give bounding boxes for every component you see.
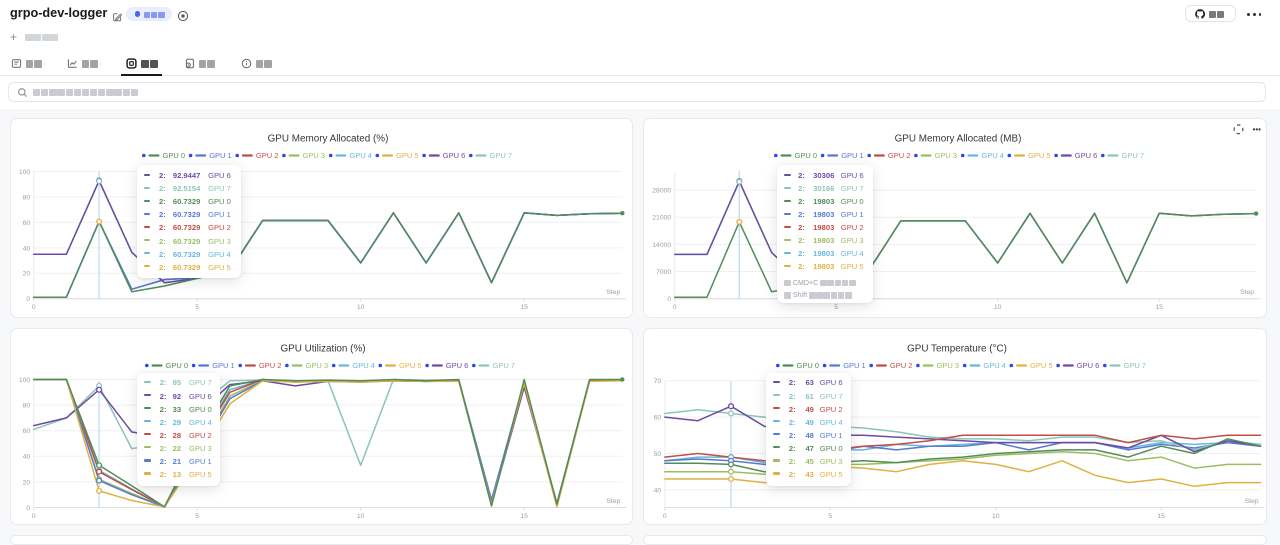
svg-text:GPU 0: GPU 0	[797, 361, 820, 370]
svg-text:21000: 21000	[652, 215, 671, 222]
svg-text:GPU 3: GPU 3	[306, 361, 329, 370]
svg-text:GPU 7: GPU 7	[493, 361, 516, 370]
svg-text:0: 0	[673, 304, 677, 311]
svg-text:15: 15	[1157, 513, 1165, 520]
svg-text:50: 50	[654, 451, 662, 458]
svg-text:GPU 3: GPU 3	[303, 151, 326, 160]
svg-text:GPU 7: GPU 7	[1124, 361, 1147, 370]
svg-text:80: 80	[23, 194, 31, 201]
svg-text:5: 5	[195, 304, 199, 311]
svg-text:GPU 7: GPU 7	[1122, 151, 1145, 160]
svg-text:GPU Temperature (°C): GPU Temperature (°C)	[907, 343, 1007, 354]
svg-text:GPU 4: GPU 4	[352, 361, 375, 370]
svg-text:GPU 0: GPU 0	[795, 151, 818, 160]
svg-text:28000: 28000	[652, 188, 671, 195]
svg-text:GPU 2: GPU 2	[259, 361, 282, 370]
svg-text:GPU 5: GPU 5	[396, 151, 419, 160]
svg-text:0: 0	[32, 304, 36, 311]
svg-text:100: 100	[19, 377, 31, 384]
svg-text:40: 40	[23, 454, 31, 461]
svg-text:GPU 0: GPU 0	[166, 361, 189, 370]
svg-text:15: 15	[520, 304, 528, 311]
svg-text:GPU 0: GPU 0	[163, 151, 186, 160]
svg-text:60: 60	[23, 220, 31, 227]
svg-text:5: 5	[195, 513, 199, 520]
svg-text:7000: 7000	[656, 269, 671, 276]
svg-text:GPU 4: GPU 4	[983, 361, 1006, 370]
svg-text:GPU Memory Allocated (MB): GPU Memory Allocated (MB)	[895, 133, 1022, 144]
svg-text:10: 10	[992, 513, 1000, 520]
svg-text:Step: Step	[1245, 498, 1259, 505]
svg-text:15: 15	[1155, 304, 1163, 311]
svg-text:GPU 3: GPU 3	[937, 361, 960, 370]
svg-text:GPU 6: GPU 6	[1075, 151, 1098, 160]
svg-text:GPU 2: GPU 2	[890, 361, 913, 370]
svg-text:5: 5	[828, 513, 832, 520]
svg-text:GPU 5: GPU 5	[1028, 151, 1051, 160]
svg-text:GPU 6: GPU 6	[446, 361, 469, 370]
svg-text:0: 0	[26, 505, 30, 512]
svg-text:5: 5	[834, 304, 838, 311]
svg-text:15: 15	[520, 513, 528, 520]
svg-text:100: 100	[19, 169, 31, 176]
svg-text:0: 0	[26, 296, 30, 303]
svg-text:GPU 5: GPU 5	[1030, 361, 1053, 370]
svg-text:GPU 7: GPU 7	[490, 151, 513, 160]
svg-text:GPU 5: GPU 5	[399, 361, 422, 370]
svg-text:10: 10	[357, 304, 365, 311]
svg-text:GPU 4: GPU 4	[981, 151, 1004, 160]
svg-text:10: 10	[994, 304, 1002, 311]
svg-text:10: 10	[357, 513, 365, 520]
svg-text:14000: 14000	[652, 242, 671, 249]
svg-text:GPU 1: GPU 1	[841, 151, 864, 160]
svg-text:GPU 6: GPU 6	[443, 151, 466, 160]
svg-text:70: 70	[654, 378, 662, 385]
svg-text:80: 80	[23, 403, 31, 410]
svg-text:Step: Step	[1240, 289, 1254, 296]
svg-text:40: 40	[654, 487, 662, 494]
svg-text:Step: Step	[606, 289, 620, 296]
svg-text:GPU Memory Allocated (%): GPU Memory Allocated (%)	[268, 133, 389, 144]
svg-text:GPU 1: GPU 1	[843, 361, 866, 370]
svg-text:0: 0	[663, 513, 667, 520]
svg-text:60: 60	[654, 415, 662, 422]
svg-text:GPU 2: GPU 2	[888, 151, 911, 160]
svg-text:GPU 4: GPU 4	[349, 151, 372, 160]
svg-text:GPU Utilization (%): GPU Utilization (%)	[280, 343, 365, 354]
svg-text:0: 0	[667, 296, 671, 303]
svg-text:GPU 1: GPU 1	[209, 151, 232, 160]
svg-text:20: 20	[23, 271, 31, 278]
svg-text:GPU 1: GPU 1	[212, 361, 235, 370]
svg-text:GPU 3: GPU 3	[935, 151, 958, 160]
svg-text:GPU 6: GPU 6	[1077, 361, 1100, 370]
svg-text:Step: Step	[606, 498, 620, 505]
svg-text:20: 20	[23, 479, 31, 486]
svg-text:0: 0	[32, 513, 36, 520]
svg-text:60: 60	[23, 428, 31, 435]
svg-text:40: 40	[23, 245, 31, 252]
svg-text:GPU 2: GPU 2	[256, 151, 279, 160]
